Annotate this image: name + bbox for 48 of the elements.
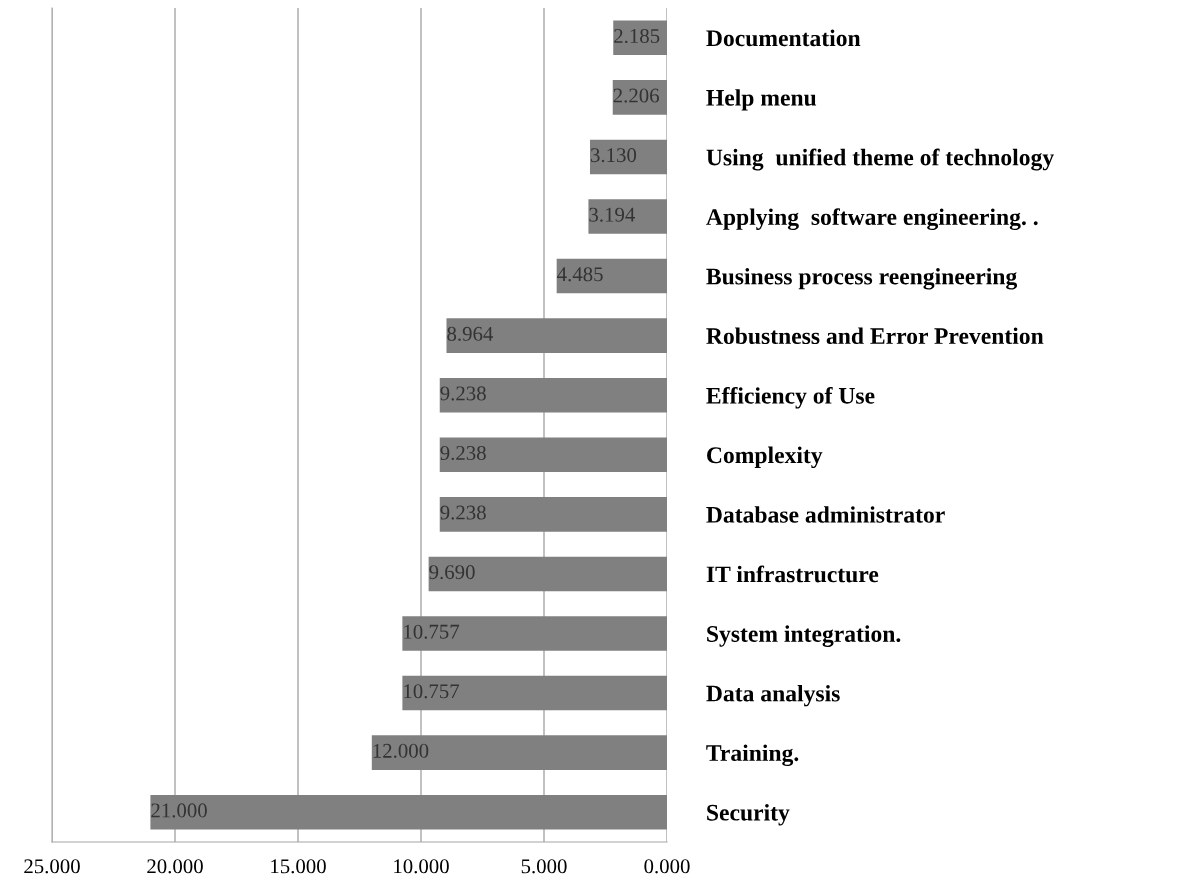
data-label: 8.964: [447, 326, 494, 341]
y-tick-label: IT infrastructure: [706, 565, 879, 583]
x-tick-label: 10.000: [394, 859, 449, 874]
bar: [590, 139, 667, 175]
x-tick-label: 15.000: [271, 859, 326, 874]
data-label: 2.185: [614, 28, 660, 44]
data-label: 21.000: [151, 803, 207, 818]
data-label: 12.000: [373, 743, 429, 758]
bar: [613, 20, 667, 56]
bar: [588, 199, 667, 234]
bar: [150, 794, 667, 830]
data-label: 10.757: [404, 624, 460, 639]
data-label: 10.757: [404, 684, 460, 699]
y-tick-label: Robustness and Error Prevention: [706, 327, 1044, 345]
y-tick-label: Using unified theme of technology: [706, 148, 1054, 171]
x-tick-label: 25.000: [24, 859, 80, 874]
y-tick-label: Documentation: [706, 29, 861, 47]
data-label: 9.238: [440, 505, 486, 520]
bar: [612, 80, 667, 115]
y-tick-label: Data analysis: [706, 684, 840, 707]
y-tick-label: Applying software engineering. .: [706, 208, 1038, 231]
data-label: 9.690: [429, 565, 475, 580]
y-tick-label: Security: [707, 804, 790, 826]
x-tick-label: 5.000: [521, 859, 567, 874]
y-tick-label: Help menu: [706, 89, 817, 111]
x-tick-label: 20.000: [147, 859, 203, 874]
bar: [371, 735, 667, 770]
bar: [428, 556, 667, 592]
data-label: 3.130: [591, 148, 637, 163]
bar: [402, 616, 667, 651]
y-tick-label: Business process reengineering: [706, 267, 1018, 290]
y-tick-label: System integration.: [707, 625, 901, 647]
bar: [402, 675, 667, 711]
bar: [556, 258, 667, 294]
data-label: 9.238: [440, 445, 486, 461]
bar: [439, 377, 667, 413]
y-tick-label: Database administrator: [706, 506, 945, 523]
bar: [439, 437, 667, 473]
data-label: 3.194: [589, 207, 635, 222]
x-tick-label: 0.000: [644, 859, 690, 874]
data-label: 2.206: [613, 88, 659, 103]
y-tick-label: Efficiency of Use: [706, 386, 875, 409]
y-tick-label: Complexity: [707, 446, 823, 469]
bar: [446, 318, 667, 353]
bar: [439, 497, 667, 532]
data-label: 9.238: [440, 386, 486, 401]
y-tick-label: Training.: [706, 744, 799, 767]
data-label: 4.485: [557, 267, 603, 282]
